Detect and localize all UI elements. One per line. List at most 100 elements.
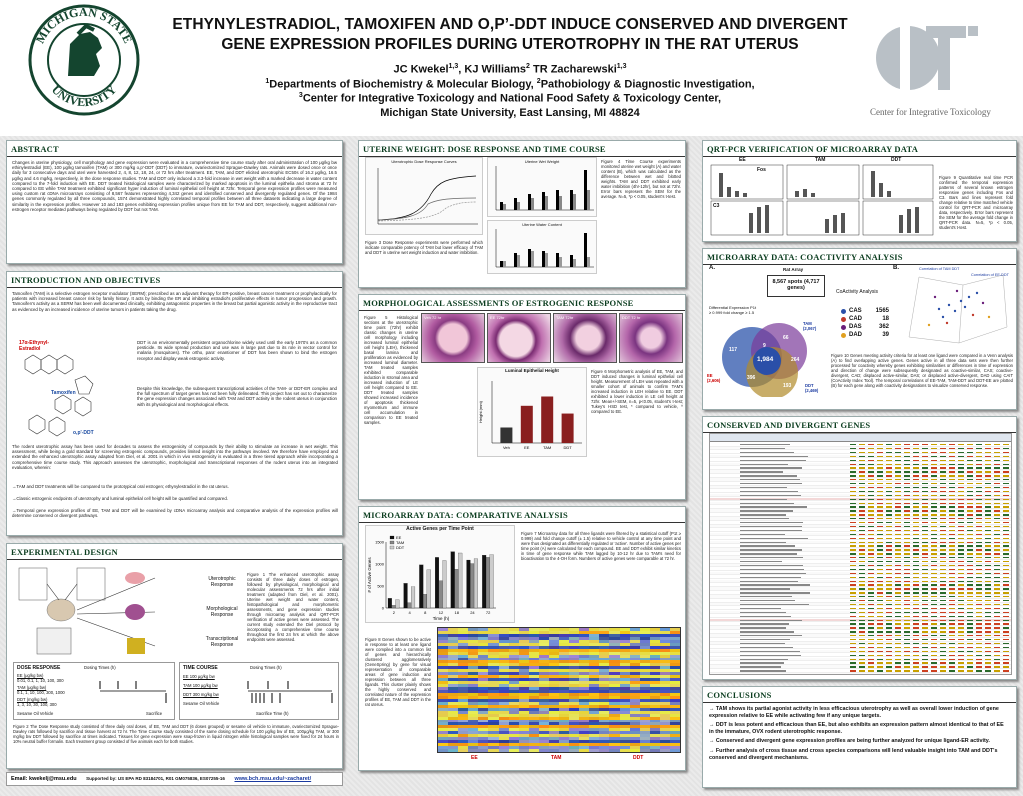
gene-table-cell <box>922 611 928 614</box>
gene-table-cell <box>940 658 946 660</box>
gene-table-cell <box>859 674 865 675</box>
gene-table-cell <box>976 619 982 621</box>
gene-table-cell <box>886 502 892 504</box>
heatmap-cell <box>649 675 661 679</box>
gene-table-cell <box>859 506 865 508</box>
heatmap-cell <box>609 654 620 658</box>
gene-table-row <box>710 524 1011 529</box>
gene-table-cell <box>967 600 973 602</box>
heatmap-cell <box>559 728 570 732</box>
gene-table-cell <box>940 498 946 500</box>
heatmap-cell <box>528 642 540 647</box>
qrt-pcr-charts <box>710 164 934 236</box>
gene-table-cell <box>868 502 874 504</box>
venn-label-ddt: DDT (2,469) <box>805 383 819 393</box>
qrt-gene-c3-ee: C3 <box>713 203 720 209</box>
gene-table-cell <box>985 514 991 516</box>
gene-table-cell <box>913 674 919 675</box>
heatmap-cell <box>548 678 560 682</box>
heatmap-cell <box>488 731 499 735</box>
heatmap-cell <box>579 695 590 700</box>
heatmap-cell <box>488 734 499 738</box>
heatmap-cell <box>538 740 550 744</box>
heatmap-cell <box>629 633 641 638</box>
heatmap-cell <box>508 654 520 658</box>
gene-table-row <box>710 466 1011 470</box>
heatmap-cell <box>599 695 610 700</box>
heatmap-cell <box>559 669 570 673</box>
gene-table-cell <box>985 463 991 465</box>
gene-table-cell <box>895 580 901 582</box>
heatmap-cell <box>589 630 600 635</box>
heatmap-cell <box>448 645 459 650</box>
heatmap-cell <box>629 687 641 691</box>
gene-table-cell <box>1003 502 1009 504</box>
gene-table-cell <box>877 674 883 675</box>
heatmap-cell <box>659 639 671 644</box>
heatmap-cell <box>538 639 550 644</box>
gene-table-cell <box>868 463 874 465</box>
heatmap-cell <box>518 716 530 720</box>
heatmap-cell <box>609 660 620 664</box>
gene-table-cell <box>976 674 982 675</box>
gene-table-cell <box>904 463 910 465</box>
heatmap-cell <box>559 648 570 653</box>
heatmap-cell <box>438 704 449 709</box>
gene-table-cell <box>958 670 964 672</box>
gene-table-cell <box>976 623 982 625</box>
footer-url[interactable]: www.bch.msu.edu/~zacharet/ <box>234 776 312 782</box>
gene-table-cell <box>949 502 955 504</box>
active-bar-ddt <box>442 560 447 609</box>
gene-table-cell <box>985 658 991 660</box>
gene-table-row <box>710 517 1011 521</box>
gene-table-cell <box>868 479 874 481</box>
gene-table-cell <box>931 650 937 653</box>
heatmap-cell <box>488 666 499 670</box>
gene-table-cell <box>913 455 919 458</box>
gene-table-cell <box>922 650 928 653</box>
heatmap-cell <box>478 636 489 641</box>
heatmap-cell <box>599 628 610 632</box>
gene-table-cell <box>994 670 1000 672</box>
gene-table-cell <box>913 623 919 625</box>
gene-table-cell <box>904 658 910 660</box>
heatmap-cell <box>569 710 580 715</box>
heatmap-cell <box>548 642 560 647</box>
footer-email[interactable]: Email: kwekelj@msu.edu <box>11 776 77 782</box>
gene-table-cell <box>850 611 856 614</box>
gene-table-cell <box>877 557 883 559</box>
gene-table-cell <box>985 631 991 633</box>
intro-p2: DDT is an environmentally persistent org… <box>137 340 337 361</box>
gene-table-row <box>710 470 1011 474</box>
gene-table-cell <box>1003 666 1009 668</box>
legend-label: CAD <box>849 316 862 322</box>
gene-table-cell <box>994 674 1000 675</box>
gene-table-cell <box>886 471 892 473</box>
heatmap-cell <box>538 695 550 700</box>
gene-table-cell <box>886 646 892 649</box>
heatmap-cell <box>609 633 620 638</box>
gene-table-cell <box>940 471 946 473</box>
heatmap-cell <box>528 675 540 679</box>
gene-table-cell <box>859 522 865 524</box>
active-bar-ddt <box>489 554 494 609</box>
heatmap-cell <box>518 743 530 747</box>
active-legend-swatch <box>389 540 395 545</box>
heatmap-cell <box>649 681 661 685</box>
gene-table-cell <box>994 455 1000 458</box>
heatmap-cell <box>559 692 570 697</box>
gene-table-cell <box>740 654 802 656</box>
heatmap-cell <box>518 746 530 750</box>
heatmap-cell <box>538 663 550 667</box>
gene-table-cell <box>740 561 783 563</box>
gene-table-row <box>710 482 1011 486</box>
heatmap-cell <box>468 716 479 720</box>
heatmap-cell <box>609 695 620 700</box>
heatmap-cell <box>438 636 449 641</box>
heatmap-cell <box>518 672 530 676</box>
gene-table-cell <box>913 475 919 477</box>
heatmap-cell <box>569 690 580 694</box>
gene-table-cell <box>1003 623 1009 625</box>
gene-table-cell <box>994 475 1000 477</box>
leh-bar <box>561 413 574 443</box>
